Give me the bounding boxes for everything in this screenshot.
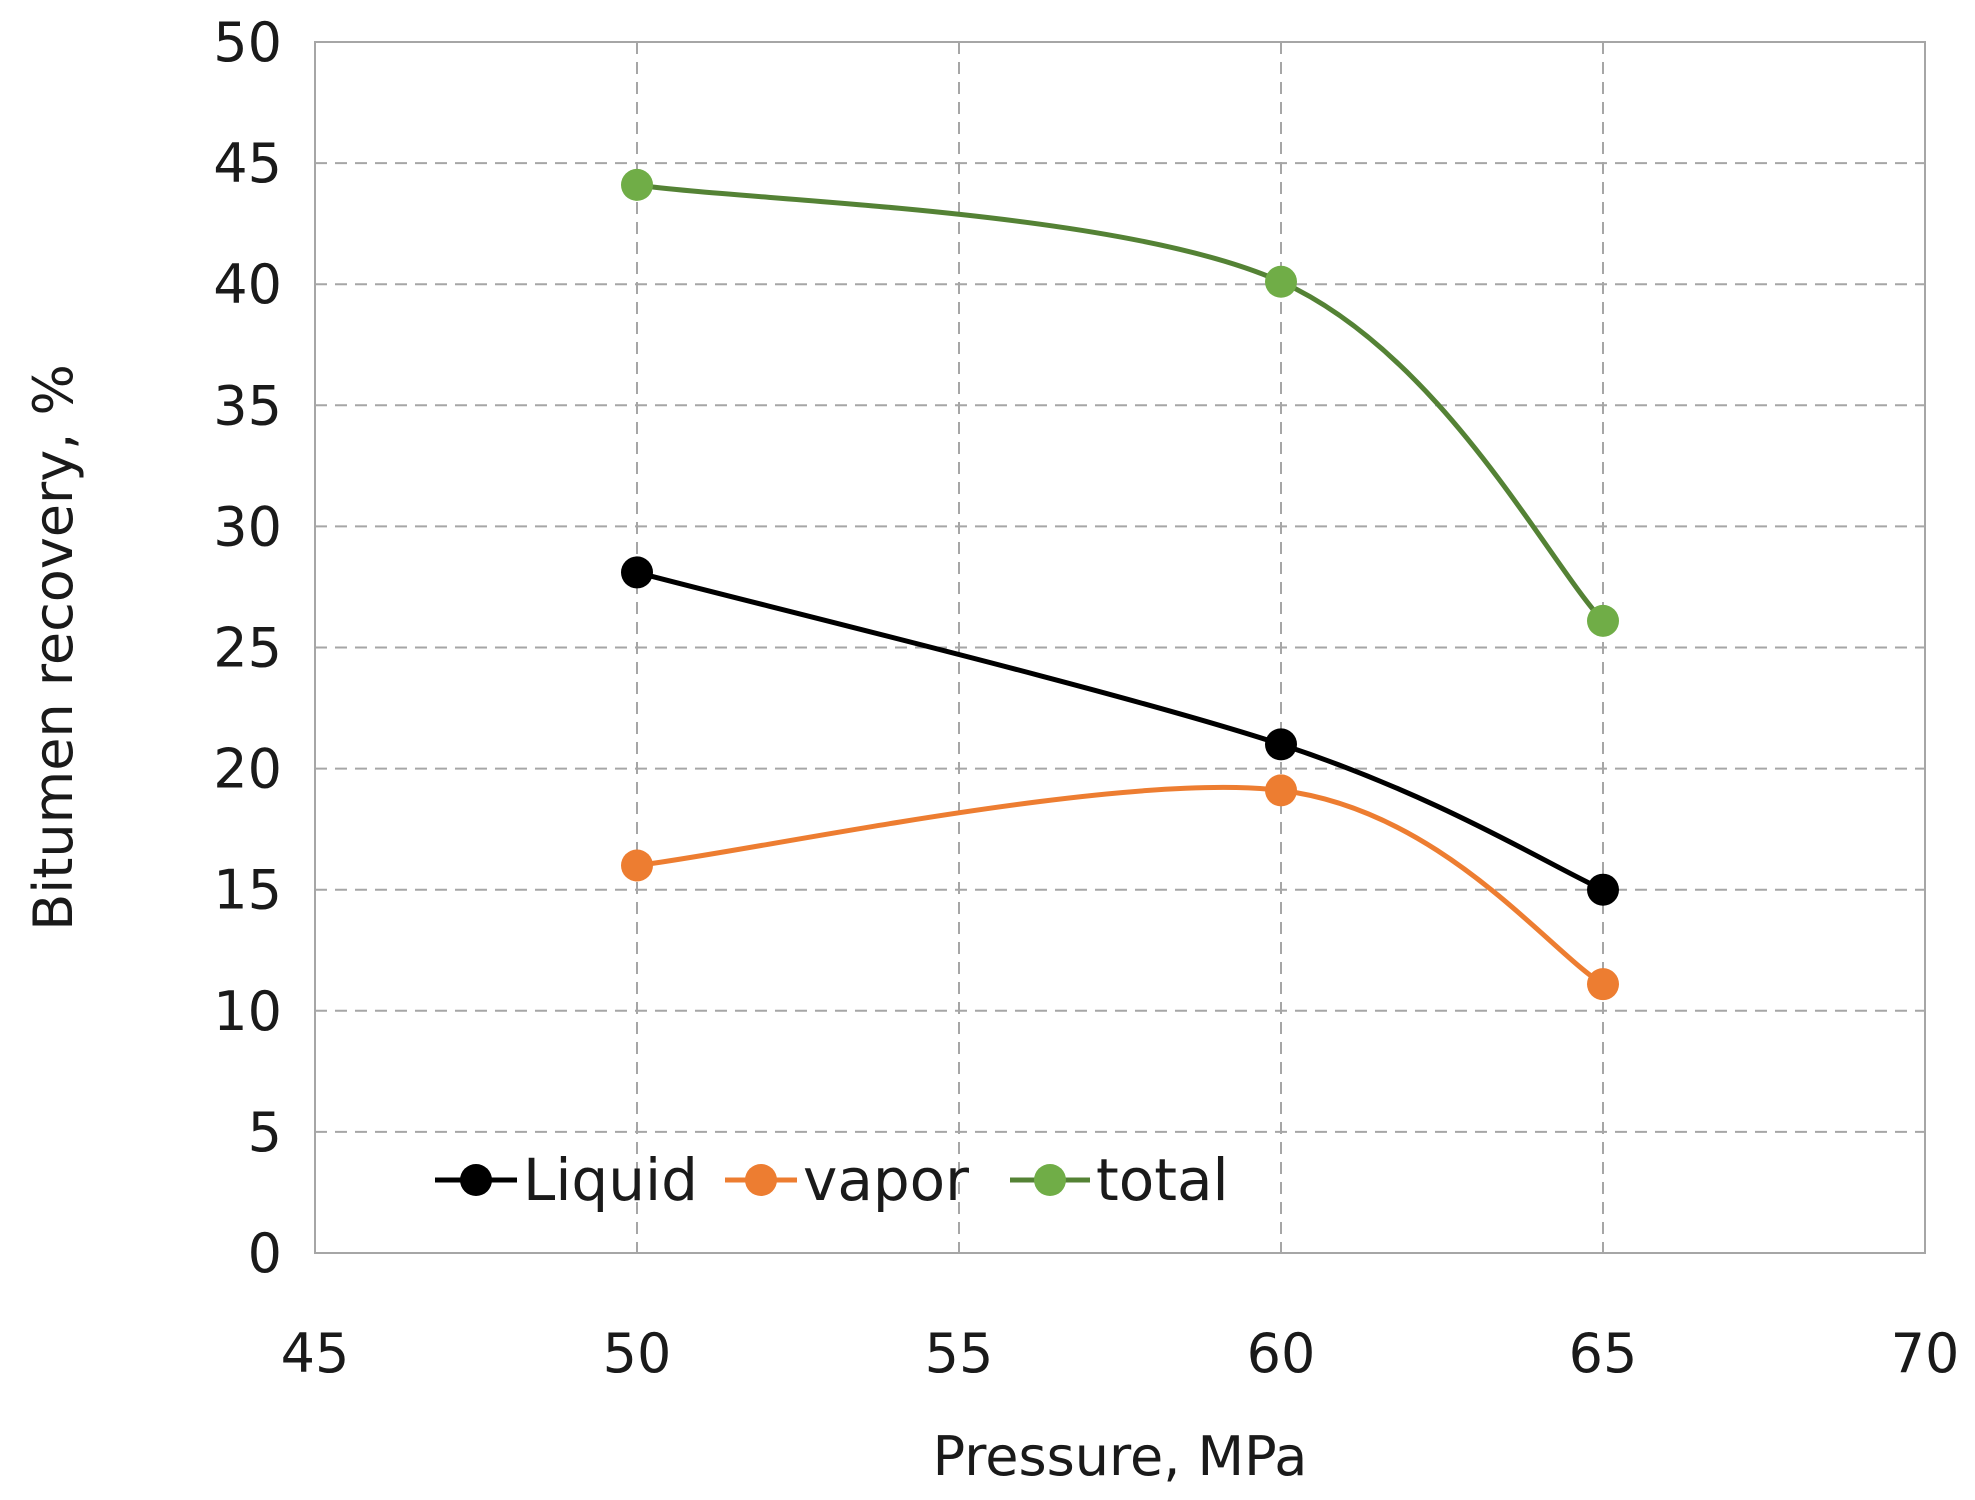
y-tick-label: 50 bbox=[213, 11, 282, 74]
legend-marker bbox=[460, 1164, 492, 1196]
x-tick-label: 70 bbox=[1891, 1322, 1960, 1385]
y-tick-label: 10 bbox=[213, 980, 282, 1043]
y-tick-label: 40 bbox=[213, 253, 282, 316]
y-tick-label: 5 bbox=[248, 1101, 282, 1164]
x-tick-label: 45 bbox=[281, 1322, 350, 1385]
y-tick-label: 45 bbox=[213, 132, 282, 195]
legend-label: vapor bbox=[803, 1146, 969, 1214]
data-point-liquid bbox=[621, 556, 653, 589]
y-axis-title: Bitumen recovery, % bbox=[22, 364, 85, 931]
x-tick-label: 55 bbox=[925, 1322, 994, 1385]
legend-item-liquid: Liquid bbox=[435, 1146, 698, 1214]
y-tick-label: 35 bbox=[213, 374, 282, 437]
series-layer bbox=[621, 168, 1619, 1001]
data-point-total bbox=[1265, 265, 1297, 298]
x-axis-tick-labels: 45 50 55 60 65 70 bbox=[281, 1322, 1960, 1385]
series-liquid bbox=[621, 556, 1619, 906]
y-axis-tick-labels: 0 5 10 15 20 25 30 35 40 45 50 bbox=[213, 11, 282, 1285]
y-tick-label: 30 bbox=[213, 495, 282, 558]
series-vapor bbox=[621, 774, 1619, 1001]
data-point-vapor bbox=[1587, 968, 1619, 1001]
legend-label: Liquid bbox=[523, 1146, 698, 1214]
grid bbox=[315, 42, 1925, 1253]
legend: Liquid vapor total bbox=[435, 1146, 1229, 1214]
series-line-total bbox=[634, 182, 1606, 624]
data-point-total bbox=[621, 168, 653, 201]
x-tick-label: 50 bbox=[603, 1322, 672, 1385]
legend-marker bbox=[745, 1164, 777, 1196]
y-tick-label: 20 bbox=[213, 738, 282, 801]
data-point-liquid bbox=[1265, 728, 1297, 761]
data-point-vapor bbox=[621, 849, 653, 882]
data-point-liquid bbox=[1587, 873, 1619, 906]
legend-item-total: total bbox=[1010, 1146, 1229, 1214]
legend-label: total bbox=[1096, 1146, 1229, 1214]
x-tick-label: 60 bbox=[1247, 1322, 1316, 1385]
data-point-vapor bbox=[1265, 774, 1297, 807]
data-point-total bbox=[1587, 604, 1619, 637]
x-tick-label: 65 bbox=[1569, 1322, 1638, 1385]
y-tick-label: 0 bbox=[248, 1222, 282, 1285]
x-axis-title: Pressure, MPa bbox=[933, 1425, 1308, 1488]
plot-border bbox=[314, 41, 1926, 1254]
legend-item-vapor: vapor bbox=[725, 1146, 969, 1214]
y-tick-label: 15 bbox=[213, 859, 282, 922]
series-line-vapor bbox=[634, 784, 1606, 987]
series-total bbox=[621, 168, 1619, 637]
y-tick-label: 25 bbox=[213, 617, 282, 680]
series-line-liquid bbox=[634, 569, 1606, 893]
legend-marker bbox=[1034, 1164, 1066, 1196]
